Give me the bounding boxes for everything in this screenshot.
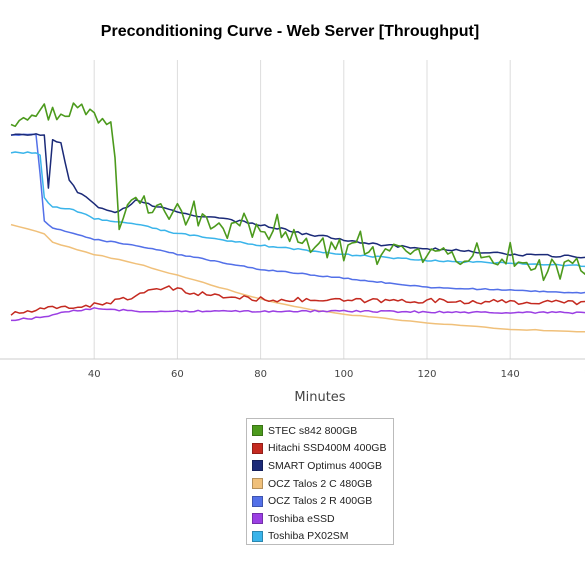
x-tick-label: 40 [88,369,101,380]
legend-label: Hitachi SSD400M 400GB [268,442,387,455]
series-line-stec-s842-800gb [10,102,585,282]
legend-item: Toshiba eSSD [247,510,393,528]
legend-item: OCZ Talos 2 C 480GB [247,475,393,493]
legend-label: OCZ Talos 2 R 400GB [268,495,373,508]
chart-grid [0,60,585,360]
series-line-smart-optimus-400gb [10,133,585,259]
legend-label: SMART Optimus 400GB [268,459,382,472]
legend-item: Hitachi SSD400M 400GB [247,440,393,458]
legend-swatch [252,460,263,472]
legend-item: STEC s842 800GB [247,422,393,440]
x-tick-label: 100 [334,369,353,380]
legend-swatch [252,530,263,542]
x-tick-label: 60 [171,369,184,380]
legend-item: Toshiba PX02SM [247,528,393,546]
x-tick-label: 160 [584,369,585,380]
x-tick-label: 140 [501,369,520,380]
x-axis-ticks: 406080100120140160180200220240260280300 [88,369,585,380]
legend-swatch [252,425,263,437]
legend-swatch [252,478,263,490]
chart-series-group [10,102,585,333]
legend-swatch [252,495,263,507]
series-line-ocz-talos-2-c-480gb [10,223,585,333]
legend-label: Toshiba eSSD [268,512,335,525]
x-axis-label: Minutes [294,390,345,405]
chart-legend: STEC s842 800GB Hitachi SSD400M 400GB SM… [246,418,394,545]
series-line-toshiba-essd [11,307,585,322]
legend-swatch [252,513,263,525]
legend-label: OCZ Talos 2 C 480GB [268,477,373,490]
legend-label: Toshiba PX02SM [268,530,349,543]
legend-label: STEC s842 800GB [268,424,358,437]
series-line-hitachi-ssd400m-400gb [10,285,585,316]
x-tick-label: 120 [417,369,436,380]
legend-swatch [252,442,263,454]
series-line-toshiba-px02sm [10,151,585,268]
series-line-ocz-talos-2-r-400gb [11,133,585,294]
x-tick-label: 80 [254,369,267,380]
legend-item: OCZ Talos 2 R 400GB [247,492,393,510]
legend-item: SMART Optimus 400GB [247,457,393,475]
chart-title: Preconditioning Curve - Web Server [Thro… [101,23,479,40]
